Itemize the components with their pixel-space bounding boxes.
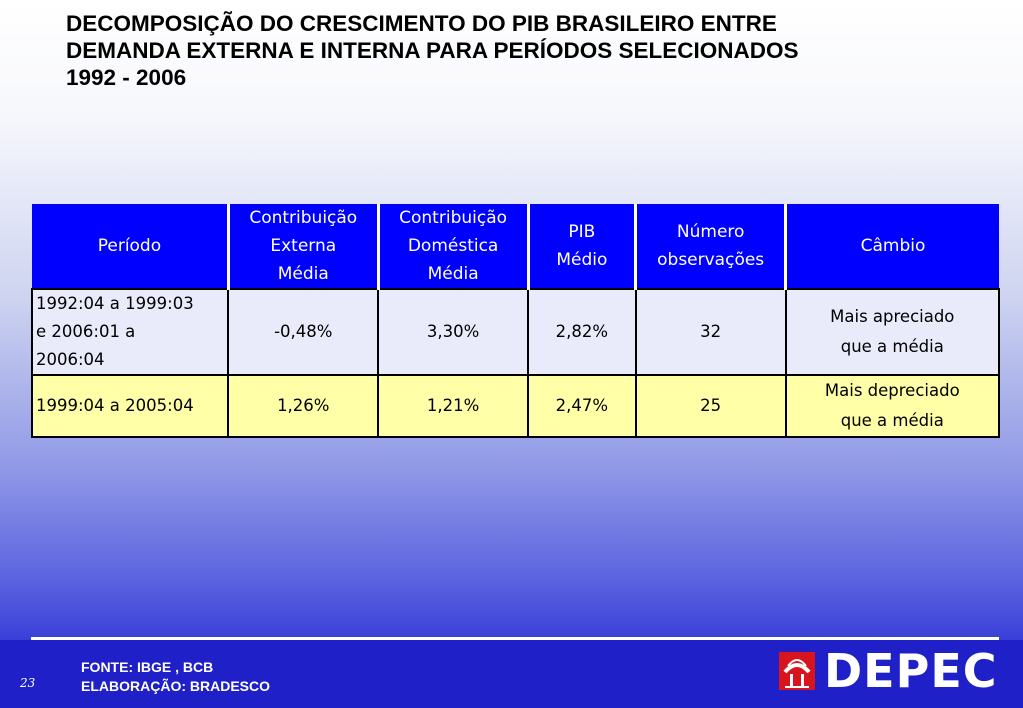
cell-pib: 2,47% xyxy=(527,374,637,438)
cell-text: que a média xyxy=(840,411,944,430)
table-row: 1992:04 a 1999:03 e 2006:01 a 2006:04 -0… xyxy=(30,288,1001,376)
header-text: Médio xyxy=(556,250,608,270)
footer-divider xyxy=(31,637,999,640)
cell-text: 1992:04 a 1999:03 xyxy=(36,294,194,313)
header-text: Doméstica xyxy=(407,236,499,256)
cell-numero: 25 xyxy=(634,374,787,438)
header-text: Contribuição xyxy=(249,208,358,228)
cell-cambio: Mais depreciado que a média xyxy=(784,374,1001,438)
title-line-2: DEMANDA EXTERNA E INTERNA PARA PERÍODOS … xyxy=(66,38,799,63)
header-pib: PIB Médio xyxy=(526,204,636,289)
cell-text: que a média xyxy=(840,337,944,356)
header-text: Média xyxy=(277,264,329,284)
cell-text: Mais apreciado xyxy=(830,307,955,326)
cell-contrib-externa: 1,26% xyxy=(227,374,380,438)
cell-contrib-externa: -0,48% xyxy=(227,288,380,376)
cell-text: 2006:04 xyxy=(36,350,105,369)
header-text: PIB xyxy=(568,222,596,242)
title-line-1: DECOMPOSIÇÃO DO CRESCIMENTO DO PIB BRASI… xyxy=(66,11,777,36)
logo-text: DEPEC xyxy=(824,644,998,698)
depec-logo: DEPEC xyxy=(779,646,1001,696)
footer-bar xyxy=(0,640,1023,708)
table-row: 1999:04 a 2005:04 1,26% 1,21% 2,47% 25 M… xyxy=(30,374,1001,438)
header-contrib-externa: Contribuição Externa Média xyxy=(226,204,379,289)
header-contrib-domestica: Contribuição Doméstica Média xyxy=(376,204,528,289)
source-note: FONTE: IBGE , BCB ELABORAÇÃO: BRADESCO xyxy=(81,658,270,696)
header-text: Número xyxy=(676,222,745,242)
cell-periodo: 1992:04 a 1999:03 e 2006:01 a 2006:04 xyxy=(30,288,230,376)
header-numero: Número observações xyxy=(634,204,786,289)
cell-contrib-domestica: 1,21% xyxy=(377,374,529,438)
cell-text: Mais depreciado xyxy=(824,381,960,400)
page-number: 23 xyxy=(20,676,36,690)
cell-numero: 32 xyxy=(634,288,787,376)
header-text: observações xyxy=(657,250,765,270)
header-text: Contribuição xyxy=(399,208,508,228)
cell-contrib-domestica: 3,30% xyxy=(377,288,529,376)
page-title: DECOMPOSIÇÃO DO CRESCIMENTO DO PIB BRASI… xyxy=(66,10,1006,91)
cell-pib: 2,82% xyxy=(527,288,637,376)
cell-text: 1999:04 a 2005:04 xyxy=(36,396,194,415)
cell-cambio: Mais apreciado que a média xyxy=(784,288,1001,376)
source-line-2: ELABORAÇÃO: BRADESCO xyxy=(81,678,270,694)
header-periodo: Período xyxy=(32,204,229,289)
header-cambio: Câmbio xyxy=(784,204,999,289)
header-text: Média xyxy=(427,264,479,284)
source-line-1: FONTE: IBGE , BCB xyxy=(81,659,214,675)
cell-periodo: 1999:04 a 2005:04 xyxy=(30,374,230,438)
title-line-3: 1992 - 2006 xyxy=(66,65,187,90)
header-text: Externa xyxy=(270,236,337,256)
bradesco-tree-icon xyxy=(779,652,815,690)
table-header-row: Período Contribuição Externa Média Contr… xyxy=(32,204,999,289)
cell-text: e 2006:01 a xyxy=(36,322,136,341)
gdp-decomposition-table: Período Contribuição Externa Média Contr… xyxy=(30,204,1001,438)
